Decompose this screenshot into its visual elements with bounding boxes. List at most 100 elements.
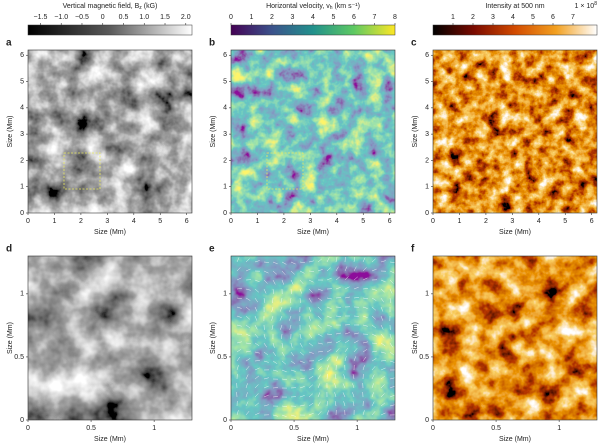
velocity-arrow <box>371 268 377 272</box>
velocity-arrow <box>308 324 312 330</box>
velocity-arrow <box>344 296 350 299</box>
velocity-arrow <box>371 401 375 407</box>
y-axis-label: Size (Mm) <box>7 116 14 148</box>
velocity-arrow <box>344 356 347 362</box>
velocity-arrow <box>371 315 376 320</box>
velocity-arrow <box>245 258 250 263</box>
x-tick-label: 2 <box>79 218 83 225</box>
velocity-arrow <box>254 279 260 283</box>
x-tick-label: 2 <box>484 218 488 225</box>
velocity-arrow <box>326 341 332 344</box>
x-tick-label: 3 <box>308 218 312 225</box>
x-tick-label: 1 <box>355 425 359 432</box>
x-tick-label: 6 <box>590 218 594 225</box>
velocity-arrow <box>263 360 269 363</box>
velocity-arrow <box>245 383 248 389</box>
x-tick-label: 0 <box>229 425 233 432</box>
image-panel <box>28 256 192 420</box>
velocity-arrow <box>236 365 239 371</box>
velocity-arrow <box>236 410 239 416</box>
axes-frame <box>27 255 193 421</box>
velocity-arrow <box>236 297 242 299</box>
velocity-arrow <box>371 374 375 380</box>
velocity-arrow <box>380 402 386 407</box>
y-tick-label: 1 <box>425 184 429 191</box>
velocity-arrow <box>317 411 322 416</box>
x-axis-label: Size (Mm) <box>297 436 329 443</box>
velocity-arrow <box>245 365 250 371</box>
y-tick-label: 3 <box>425 131 429 138</box>
velocity-arrow <box>279 315 283 321</box>
colorbar <box>230 24 396 36</box>
velocity-arrow <box>326 315 332 319</box>
colorbar <box>27 24 193 36</box>
velocity-arrow <box>281 414 287 418</box>
velocity-arrow <box>371 358 377 362</box>
velocity-arrow <box>245 268 251 272</box>
y-tick-label: 1 <box>223 184 227 191</box>
velocity-arrow <box>326 267 331 272</box>
velocity-arrow <box>389 360 395 363</box>
velocity-arrow <box>317 374 321 380</box>
x-tick-label: 4 <box>132 218 136 225</box>
velocity-arrow <box>389 279 394 284</box>
velocity-arrow <box>254 324 258 330</box>
velocity-arrow <box>326 349 332 353</box>
velocity-arrow <box>299 270 305 274</box>
velocity-arrow <box>290 297 292 303</box>
velocity-arrow <box>290 261 296 265</box>
velocity-arrow <box>254 351 260 354</box>
velocity-arrow <box>389 270 395 274</box>
velocity-arrow <box>290 279 294 285</box>
velocity-arrow <box>281 360 286 365</box>
velocity-arrow <box>353 257 356 263</box>
velocity-arrow <box>263 394 269 398</box>
colorbar-scale: 1 × 108 <box>575 1 598 10</box>
velocity-arrow <box>362 341 368 344</box>
velocity-arrow <box>289 315 292 321</box>
velocity-arrow <box>236 341 242 344</box>
velocity-arrow <box>245 333 251 337</box>
velocity-arrow <box>299 377 305 380</box>
y-axis-label: Size (Mm) <box>210 322 217 354</box>
x-tick-label: 0 <box>431 218 435 225</box>
velocity-arrow <box>353 340 359 344</box>
velocity-arrow <box>380 333 385 339</box>
velocity-arrow <box>371 288 377 291</box>
x-tick-label: 1 <box>52 218 56 225</box>
x-tick-label: 5 <box>361 218 365 225</box>
velocity-arrow <box>334 374 337 380</box>
velocity-arrow <box>326 306 332 309</box>
velocity-arrow <box>263 333 266 339</box>
y-tick-label: 1 <box>223 291 227 298</box>
velocity-arrow <box>272 414 278 417</box>
velocity-arrow <box>299 288 303 294</box>
velocity-arrow <box>353 266 357 272</box>
velocity-arrow <box>326 333 332 335</box>
velocity-arrow <box>254 367 260 371</box>
colorbar-title-sub: z <box>139 5 142 11</box>
y-tick-label: 5 <box>20 78 24 85</box>
velocity-arrow <box>263 288 267 294</box>
velocity-arrow <box>317 401 321 407</box>
velocity-arrow <box>389 351 395 356</box>
velocity-arrow <box>352 383 355 389</box>
velocity-arrow <box>254 342 260 346</box>
velocity-arrow <box>342 383 346 389</box>
velocity-arrow <box>317 342 323 345</box>
velocity-arrow <box>280 297 283 303</box>
velocity-arrow <box>281 270 286 275</box>
colorbar-tick-label: 8 <box>393 14 397 21</box>
velocity-arrow <box>335 315 341 317</box>
velocity-arrow <box>317 366 322 371</box>
velocity-arrow <box>290 288 292 294</box>
colorbar-tick-label: 0.5 <box>119 14 129 21</box>
y-tick-label: 0.5 <box>217 354 227 361</box>
velocity-arrow <box>281 261 287 265</box>
velocity-arrow <box>326 277 332 281</box>
velocity-arrow <box>389 342 393 348</box>
velocity-arrow <box>389 333 392 339</box>
velocity-arrow <box>389 377 395 380</box>
y-tick-label: 0.5 <box>419 354 429 361</box>
velocity-arrow <box>236 348 242 353</box>
